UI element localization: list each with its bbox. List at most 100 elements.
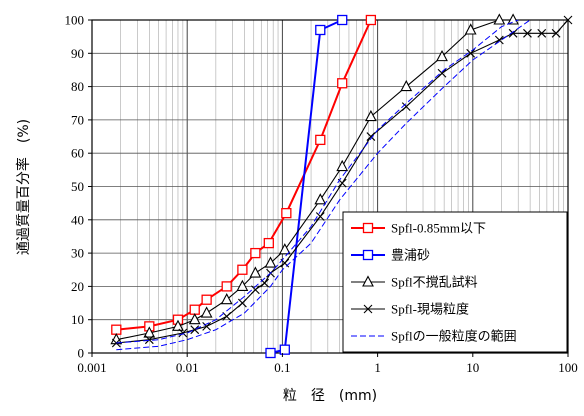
data-point-square: [201, 294, 212, 305]
data-point-square: [250, 247, 261, 259]
data-point-square: [315, 134, 326, 146]
data-point-x-stroke: [523, 28, 532, 38]
data-point-x-stroke: [222, 311, 232, 321]
y-tick-label: 0: [78, 346, 85, 361]
y-tick-label: 70: [71, 112, 84, 127]
data-point-square: [189, 304, 200, 315]
data-point-x-stroke: [363, 304, 373, 314]
legend-label: Spfl不撹乱試料: [391, 275, 478, 290]
series-layer: [110, 13, 573, 359]
data-point-x: [401, 102, 411, 111]
data-point-triangle: [507, 13, 520, 25]
data-point-x-stroke: [250, 285, 260, 295]
y-tick-label: 30: [71, 246, 84, 261]
data-point-x: [178, 328, 188, 338]
data-point-x: [508, 28, 518, 38]
x-tick-label: 100: [558, 360, 578, 375]
data-point-square: [265, 347, 276, 359]
data-point-triangle: [400, 79, 413, 92]
legend-entry: Spfl-0.85mm以下: [351, 221, 486, 236]
data-point-x: [202, 321, 212, 331]
data-point-triangle: [249, 266, 262, 278]
x-axis-title: 粒 径 (mm): [283, 388, 377, 404]
data-point-triangle: [188, 313, 201, 325]
data-point-x-stroke: [202, 321, 212, 331]
data-point-x: [250, 285, 260, 295]
data-point-x-stroke: [337, 178, 347, 188]
series-5: [116, 19, 531, 351]
data-point-x-stroke: [366, 132, 376, 141]
data-point-square: [337, 14, 348, 26]
data-point-x-stroke: [190, 325, 200, 335]
data-point-triangle: [264, 256, 277, 268]
data-point-triangle: [220, 293, 233, 305]
data-point-triangle: [336, 159, 349, 172]
data-point-x-stroke: [508, 28, 518, 38]
data-point-x-stroke: [437, 68, 447, 78]
data-point-square: [362, 222, 374, 234]
data-point-triangle: [464, 23, 477, 35]
data-point-square: [263, 237, 274, 249]
data-point-triangle: [362, 275, 374, 287]
legend-entry: Spfl-現場粒度: [351, 302, 469, 317]
data-point-triangle: [278, 243, 291, 255]
legend-entry: Spfl不撹乱試料: [351, 275, 478, 290]
data-point-square: [221, 281, 232, 292]
y-tick-label: 10: [71, 312, 84, 327]
data-point-triangle: [200, 306, 213, 318]
data-point-x-stroke: [144, 335, 154, 345]
data-point-triangle: [436, 49, 448, 62]
y-tick-label: 20: [71, 279, 84, 294]
data-point-x-stroke: [178, 328, 188, 338]
data-point-x: [494, 35, 504, 45]
data-point-square: [315, 24, 326, 36]
x-tick-label: 0.01: [176, 360, 199, 375]
data-point-x-stroke: [537, 28, 547, 38]
data-point-x: [537, 28, 547, 38]
tick-labels: 0.001 0.01 0.1 1 10 100 0 10 20 30 40 50 60 70 80 90 100: [65, 13, 578, 376]
data-point-x: [551, 28, 561, 38]
series-line: [116, 19, 531, 351]
data-point-x-stroke: [401, 102, 411, 111]
legend-label: Spflの一般粒度の範囲: [391, 329, 517, 344]
data-point-x: [437, 68, 447, 78]
legend-label: 豊浦砂: [391, 248, 430, 263]
data-point-triangle: [314, 193, 327, 205]
data-point-x: [363, 304, 373, 314]
data-point-x-stroke: [260, 278, 269, 288]
x-tick-label: 1: [374, 360, 381, 375]
legend-label: Spfl-0.85mm以下: [391, 221, 486, 236]
data-point-triangle: [236, 279, 249, 291]
data-point-square: [362, 249, 374, 261]
data-point-x: [190, 325, 200, 335]
x-tick-label: 0.1: [274, 360, 290, 375]
data-point-square: [281, 207, 292, 219]
data-point-x: [523, 28, 532, 38]
data-point-triangle: [364, 109, 377, 122]
data-point-x-stroke: [238, 298, 247, 308]
legend-entry: 豊浦砂: [351, 248, 430, 263]
series-4: [116, 19, 519, 344]
data-point-square: [111, 324, 122, 335]
series-2: [110, 13, 520, 345]
data-point-x-stroke: [494, 35, 504, 45]
y-tick-label: 50: [71, 179, 84, 194]
x-tick-label: 0.001: [77, 360, 106, 375]
data-point-x-stroke: [466, 48, 476, 58]
data-point-x-stroke: [551, 28, 561, 38]
y-tick-label: 100: [65, 13, 85, 28]
y-axis-title: 通過質量百分率 (%): [15, 119, 32, 255]
series-line: [116, 19, 519, 344]
data-point-x: [238, 298, 247, 308]
data-point-square: [365, 14, 377, 26]
data-point-x: [563, 15, 573, 25]
data-point-x: [315, 212, 325, 221]
data-point-triangle: [143, 326, 156, 338]
data-point-square: [237, 264, 248, 275]
y-tick-label: 40: [71, 212, 84, 227]
data-point-x-stroke: [315, 212, 325, 221]
